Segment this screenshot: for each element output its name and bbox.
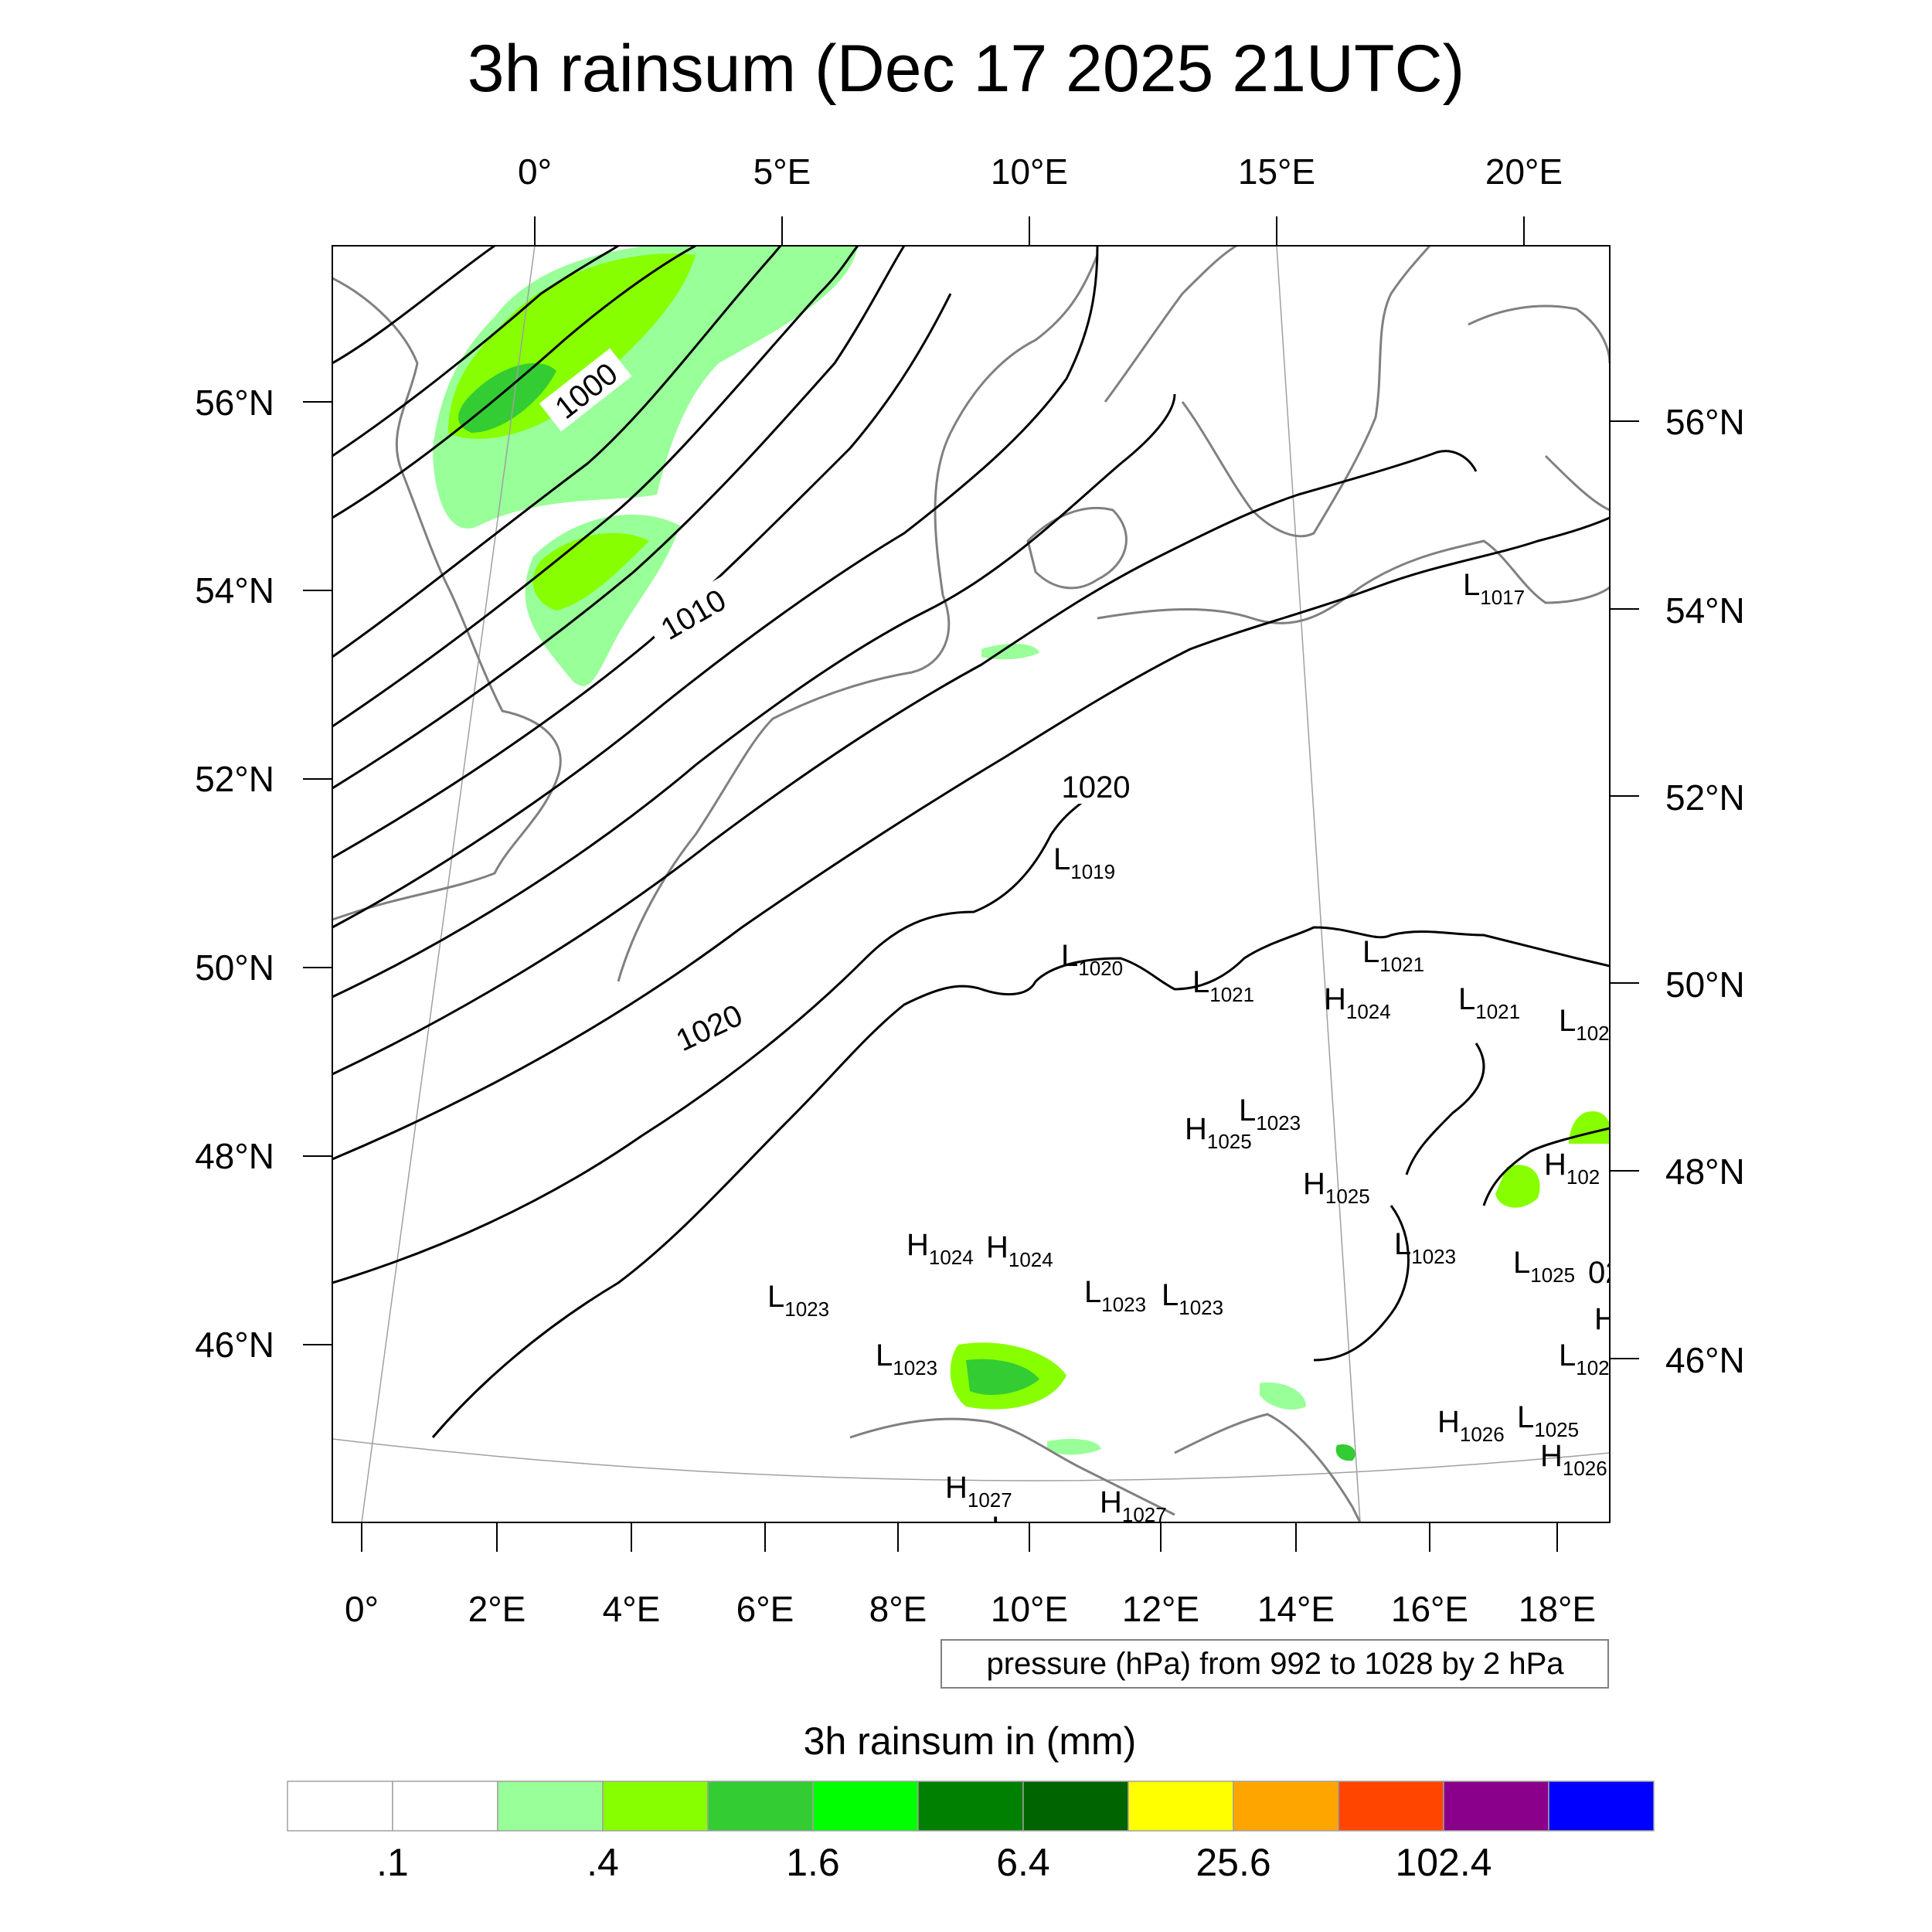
bottom-lon-label: 12°E (1122, 1589, 1199, 1629)
colorbar (287, 1781, 1655, 1832)
coast-adriatic (1174, 1413, 1362, 1522)
left-lat-label: 50°N (195, 947, 274, 988)
isobar (1482, 1127, 1610, 1206)
rain-area-balkans (1495, 1165, 1540, 1208)
rain-area-north-sea-heavy (458, 363, 556, 433)
colorbar-label: 102.4 (1395, 1841, 1492, 1884)
colorbar-label: 1.6 (786, 1841, 840, 1884)
low-pressure-label: L1023 (767, 1280, 829, 1321)
colorbar-swatch (497, 1781, 604, 1832)
top-lon-label: 15°E (1238, 151, 1315, 192)
right-lat-label: 54°N (1665, 590, 1745, 631)
colorbar-label: .1 (376, 1841, 409, 1884)
high-pressure-label: H1027 (1100, 1485, 1167, 1526)
bottom-lon-label: 8°E (869, 1589, 927, 1629)
axis-ticks (303, 216, 1639, 1552)
contour-label: 1020 (1062, 770, 1131, 804)
rain-areas (433, 246, 1610, 1461)
left-lat-label: 52°N (195, 759, 274, 799)
partial-label: 02 (1588, 1256, 1623, 1290)
isobar (332, 393, 1176, 998)
colorbar-swatch (1443, 1781, 1549, 1832)
colorbar-swatch (812, 1781, 919, 1832)
rain-area-po (1047, 1439, 1101, 1455)
right-lat-label: 56°N (1665, 402, 1745, 442)
bottom-lon-label: 16°E (1391, 1589, 1468, 1629)
bottom-lon-label: 4°E (603, 1589, 661, 1629)
map-frame (332, 245, 1611, 1523)
colorbar-title: 3h rainsum in (mm) (804, 1719, 1137, 1763)
coastlines (332, 246, 1610, 1522)
bottom-lon-label: 2°E (468, 1589, 526, 1629)
coast-denmark (1026, 506, 1128, 590)
right-lat-label: 50°N (1665, 964, 1745, 1005)
colorbar-swatch (1233, 1781, 1339, 1832)
left-lat-label: 46°N (195, 1325, 274, 1365)
colorbar-swatch (287, 1781, 393, 1832)
isobar (332, 246, 859, 728)
isobar (332, 794, 1091, 1284)
top-lon-label: 0° (518, 151, 552, 192)
bottom-lon-label: 6°E (736, 1589, 794, 1629)
rain-area-east-england-core (532, 532, 649, 611)
right-lat-label: 48°N (1665, 1151, 1745, 1192)
colorbar-swatch (1338, 1781, 1444, 1832)
top-lon-label: 5°E (753, 151, 811, 192)
colorbar-swatch (392, 1781, 498, 1832)
colorbar-swatch (707, 1781, 814, 1832)
bottom-lon-label: 0° (345, 1589, 379, 1629)
isobars (332, 246, 1610, 1438)
partial-label: H (1594, 1302, 1617, 1336)
rain-area-alps-core (966, 1359, 1039, 1395)
left-lat-label: 54°N (195, 570, 274, 611)
colorbar-label: 25.6 (1196, 1841, 1270, 1884)
left-lat-label: 48°N (195, 1136, 274, 1176)
isobar (332, 246, 696, 519)
colorbar-swatch (1022, 1781, 1129, 1832)
top-lon-label: 20°E (1485, 151, 1563, 192)
top-lon-label: 10°E (991, 151, 1068, 192)
colorbar-swatch (917, 1781, 1024, 1832)
high-pressure-label: H1027 (945, 1471, 1012, 1512)
left-lat-label: 56°N (195, 383, 274, 423)
pressure-note-box (940, 1639, 1609, 1689)
isobar (332, 246, 619, 457)
isobar (1405, 1043, 1485, 1175)
bottom-lon-label: 10°E (991, 1589, 1068, 1629)
isobar (332, 246, 495, 365)
rain-area-adriatic (1260, 1383, 1306, 1410)
bottom-lon-label: 18°E (1519, 1589, 1596, 1629)
colorbar-label: .4 (587, 1841, 619, 1884)
coast-continent (617, 254, 1099, 982)
isobar (332, 246, 906, 790)
coast-uk (332, 277, 562, 921)
coast-italy (849, 1417, 1175, 1516)
rain-area-small (1335, 1444, 1355, 1461)
isobar (1313, 1205, 1410, 1362)
right-lat-label: 52°N (1665, 777, 1745, 818)
coast-sweden (1104, 246, 1431, 538)
coast-finland (1468, 304, 1610, 364)
colorbar-swatch (1128, 1781, 1234, 1832)
isobar (332, 246, 1099, 929)
coast-baltic (1097, 539, 1610, 624)
coast-gulf-riga (1544, 454, 1610, 512)
isobar (431, 926, 1610, 1438)
colorbar-swatch (602, 1781, 709, 1832)
right-lat-label: 46°N (1665, 1340, 1745, 1380)
isobar (332, 450, 1478, 1076)
bottom-lon-label: 14°E (1257, 1589, 1335, 1629)
isobar (332, 516, 1610, 1161)
colorbar-label: 6.4 (996, 1841, 1050, 1884)
colorbar-swatch (1548, 1781, 1655, 1832)
pressure-note: pressure (hPa) from 992 to 1028 by 2 hPa (986, 1647, 1564, 1681)
map-title: 3h rainsum (Dec 17 2025 21UTC) (468, 32, 1465, 106)
graticule (332, 246, 1610, 1522)
isobar (332, 246, 782, 658)
